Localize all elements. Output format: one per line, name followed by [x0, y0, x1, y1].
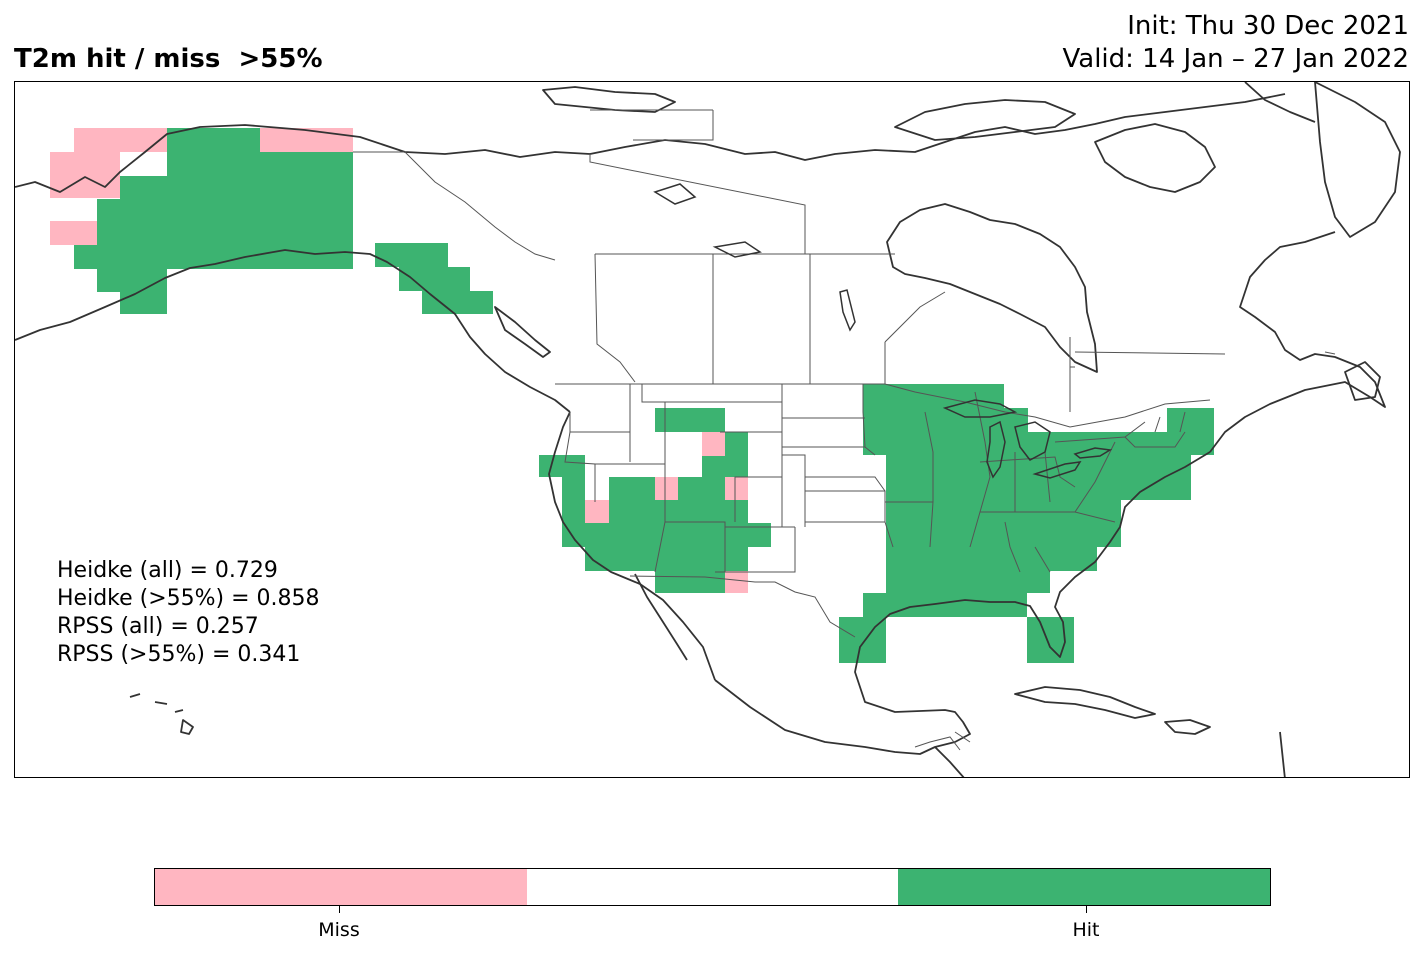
map-canvas: [15, 82, 1401, 777]
grid-cell-hit: [120, 176, 353, 199]
coast-hudson-bay: [886, 203, 1098, 373]
border-us-mexico: [629, 575, 856, 638]
border-central-america: [914, 731, 971, 751]
coast-hawaii: [129, 693, 194, 735]
lake-ontario: [1073, 447, 1113, 459]
heidke-55: Heidke (>55%) = 0.858: [57, 586, 320, 611]
coast-hispaniola: [1164, 719, 1211, 735]
grid-cell-miss: [702, 432, 725, 456]
date-info: Init: Thu 30 Dec 2021 Valid: 14 Jan – 27…: [1063, 10, 1410, 76]
great-bear-lake: [653, 183, 697, 205]
grid-cell-hit: [863, 593, 1027, 617]
grid-cell-hit: [655, 408, 725, 432]
grid-cell-hit: [539, 455, 585, 477]
grid-cell-miss: [725, 571, 748, 593]
coastlines: [15, 82, 1401, 777]
lake-michigan: [986, 420, 1006, 479]
coast-arctic: [589, 93, 1286, 161]
grid-cell-hit: [562, 477, 585, 500]
verification-grid: [50, 128, 1214, 663]
colorbar-label-miss: Miss: [318, 919, 360, 941]
grid-cell-hit: [1027, 617, 1074, 663]
rpss-55: RPSS (>55%) = 0.341: [57, 642, 301, 667]
colorbar-hit-segment: [898, 869, 1271, 905]
grid-cell-miss: [725, 477, 748, 500]
grid-cell-hit: [863, 432, 1214, 455]
border-alaska-canada: [353, 151, 556, 261]
coast-alaska: [15, 124, 591, 193]
grid-cell-hit: [609, 477, 748, 523]
map-title: T2m hit / miss >55%: [14, 44, 323, 74]
border-provinces: [589, 109, 1336, 412]
colorbar-tick-miss: [339, 906, 340, 913]
map-panel: [14, 81, 1410, 778]
coast-island-4: [1314, 82, 1401, 238]
coast-us-west: [548, 411, 716, 681]
grid-cell-hit: [375, 243, 448, 267]
coast-island-3: [1094, 123, 1216, 193]
grid-cell-hit: [585, 547, 748, 571]
lake-erie: [1032, 461, 1082, 479]
grid-cell-hit: [1167, 408, 1214, 432]
coast-newfoundland: [1344, 361, 1381, 401]
grid-cell-hit: [399, 267, 470, 291]
grid-cell-hit: [886, 571, 1050, 593]
valid-range: Valid: 14 Jan – 27 Jan 2022: [1062, 44, 1410, 74]
coast-island-1: [542, 86, 676, 113]
skill-scores: Heidke (all) = 0.729 Heidke (>55%) = 0.8…: [57, 557, 320, 669]
colorbar-neutral-segment: [526, 869, 899, 905]
grid-cell-hit: [120, 292, 167, 314]
colorbar-miss-segment: [155, 869, 527, 905]
coast-greenland-edge: [1244, 82, 1316, 123]
grid-cell-hit: [97, 221, 353, 245]
grid-cell-hit: [422, 291, 493, 314]
lake-huron: [1014, 421, 1051, 461]
grid-cell-hit: [167, 152, 353, 176]
coast-northeast: [1209, 231, 1386, 453]
lake-superior: [942, 399, 1018, 418]
coast-island-2: [894, 99, 1076, 141]
lake-winnipeg: [839, 289, 856, 332]
great-slave-lake: [712, 241, 762, 258]
colorbar-tick-hit: [1086, 906, 1087, 913]
grid-cell-miss: [50, 221, 97, 245]
heidke-all: Heidke (all) = 0.729: [57, 558, 278, 583]
grid-cell-hit: [74, 245, 353, 269]
great-lakes: [653, 183, 1113, 479]
grid-cell-hit: [886, 500, 1121, 547]
coast-vancouver: [494, 306, 551, 358]
border-us-canada: [555, 383, 1211, 428]
colorbar-label-hit: Hit: [1072, 919, 1100, 941]
grid-cell-miss: [585, 500, 609, 523]
grid-cell-hit: [97, 269, 167, 292]
grid-cell-hit: [886, 547, 1097, 571]
political-borders: [353, 109, 1336, 751]
grid-cell-miss: [74, 128, 167, 152]
grid-cell-hit: [863, 408, 1028, 432]
grid-cell-miss: [655, 477, 678, 500]
coast-baja: [634, 573, 688, 661]
coast-cuba: [1014, 686, 1156, 719]
grid-cell-hit: [886, 455, 1191, 500]
coast-central-america: [934, 731, 1286, 777]
grid-cell-hit: [97, 199, 353, 221]
grid-cell-hit: [167, 128, 260, 152]
colorbar: [154, 868, 1271, 906]
coast-mexico-gulf: [714, 451, 1211, 755]
init-date: Init: Thu 30 Dec 2021: [1127, 11, 1409, 41]
grid-cell-miss: [260, 128, 353, 152]
coast-aleutians: [15, 249, 571, 413]
rpss-all: RPSS (all) = 0.257: [57, 614, 259, 639]
